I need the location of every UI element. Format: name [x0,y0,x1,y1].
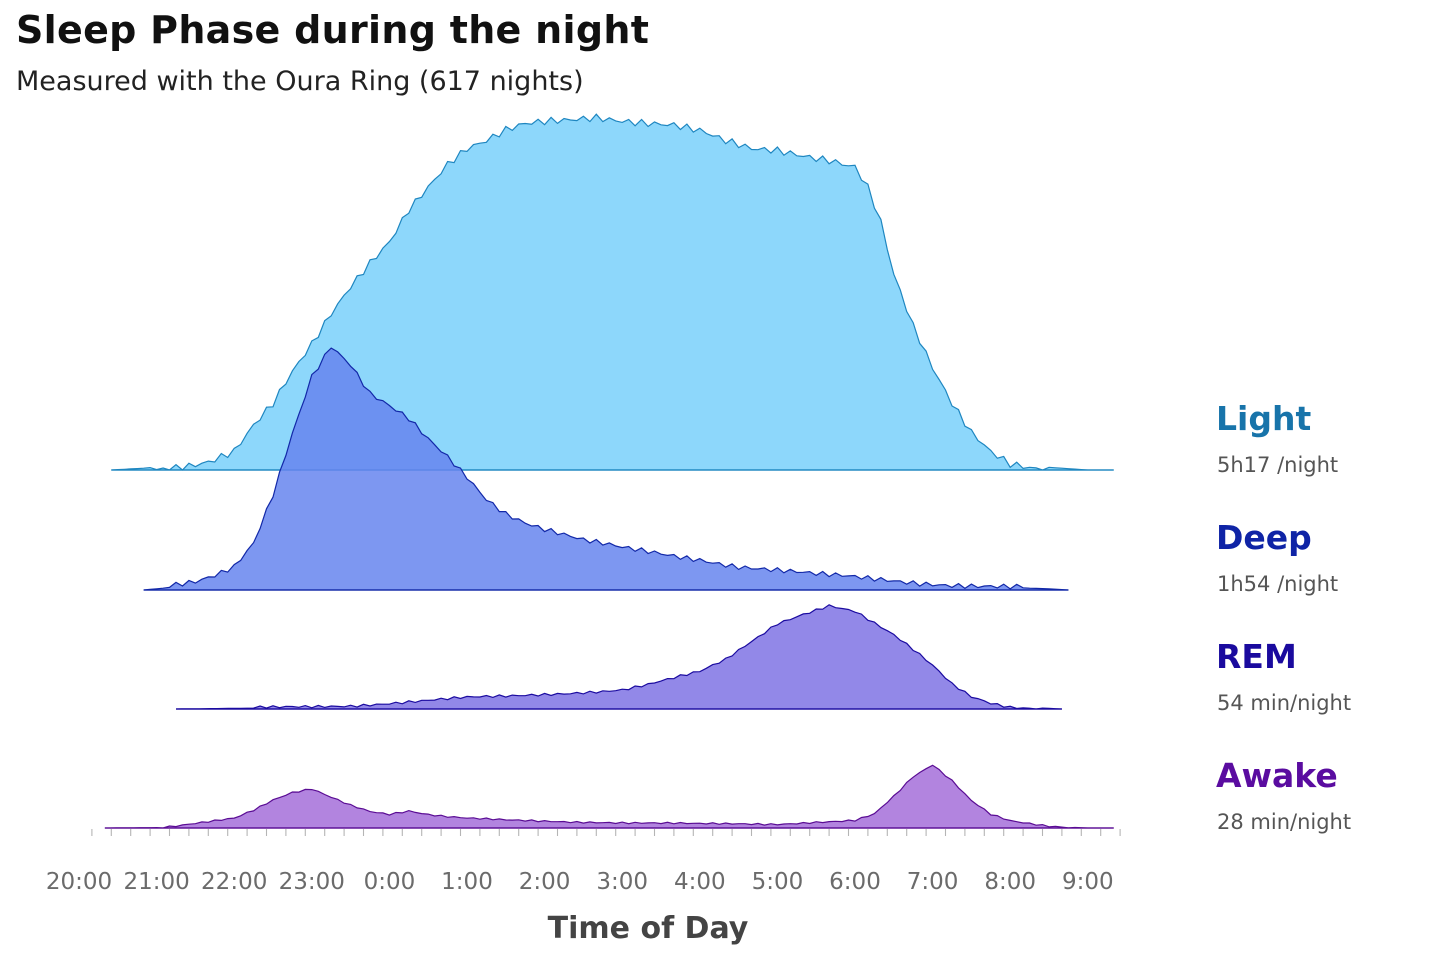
area-awake [104,764,1114,829]
area-deep [143,347,1069,591]
legend-duration-light: 5h17 /night [1217,453,1338,477]
legend-label-deep: Deep [1216,518,1312,557]
x-tick-label: 1:00 [441,869,493,895]
legend-duration-rem: 54 min/night [1217,691,1351,715]
series-areas [104,113,1114,829]
area-light [111,113,1114,471]
x-tick-label: 8:00 [984,869,1036,895]
x-tick-label: 23:00 [279,869,345,895]
legend-label-awake: Awake [1216,756,1338,795]
chart-title: Sleep Phase during the night [16,8,650,52]
legend: Light 5h17 /night Deep 1h54 /night REM 54 min… [1216,399,1351,834]
x-tick-label: 6:00 [829,869,881,895]
x-axis-title: Time of Day [548,911,749,946]
x-tick-label: 3:00 [596,869,648,895]
x-tick-label: 20:00 [46,869,112,895]
chart-subtitle: Measured with the Oura Ring (617 nights) [16,66,584,97]
x-tick-label: 0:00 [364,869,416,895]
x-tick-label: 22:00 [201,869,267,895]
x-tick-label: 4:00 [674,869,726,895]
legend-label-rem: REM [1216,637,1297,676]
x-tick-label: 5:00 [752,869,804,895]
x-tick-label: 7:00 [907,869,959,895]
x-tick-label: 21:00 [123,869,189,895]
x-tick-label: 2:00 [519,869,571,895]
area-rem [175,604,1062,710]
legend-label-light: Light [1216,399,1311,438]
x-tick-label: 9:00 [1062,869,1114,895]
x-axis: 20:00 21:00 22:00 23:00 0:00 1:00 2:00 3:00 4:00… [46,829,1121,895]
legend-duration-deep: 1h54 /night [1217,572,1338,596]
legend-duration-awake: 28 min/night [1217,810,1351,834]
